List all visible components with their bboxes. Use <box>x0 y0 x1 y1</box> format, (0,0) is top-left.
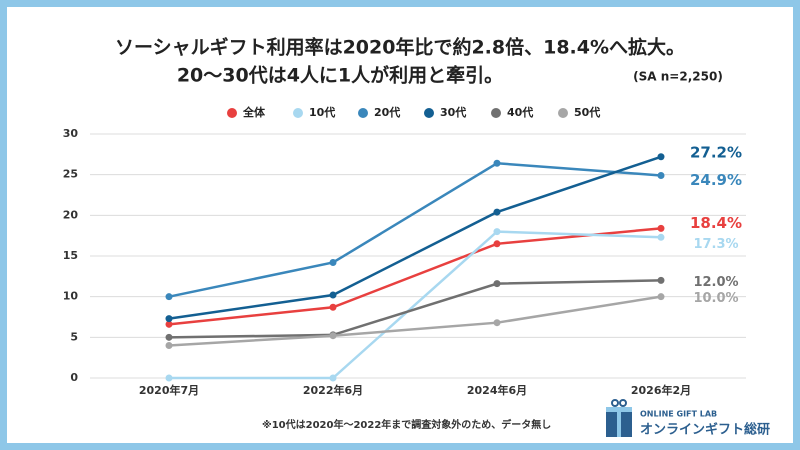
point <box>329 303 337 311</box>
x-tick-label: 2024年6月 <box>467 383 527 397</box>
series-line <box>169 230 662 380</box>
point <box>165 293 173 301</box>
chart-title: 20〜30代は4人に1人が利用と牽引。 <box>177 64 503 87</box>
value-label: 24.9% <box>690 171 742 189</box>
point <box>329 332 337 340</box>
point <box>657 276 665 284</box>
brand-en: ONLINE GIFT LAB <box>640 410 717 419</box>
point <box>657 171 665 179</box>
y-tick-label: 20 <box>63 208 79 221</box>
value-label: 12.0% <box>693 275 738 290</box>
y-tick-label: 5 <box>70 330 78 343</box>
legend-label: 30代 <box>440 105 466 119</box>
x-tick-label: 2026年2月 <box>631 383 691 397</box>
point <box>493 208 501 216</box>
value-label: 27.2% <box>690 143 742 161</box>
series-line <box>168 279 662 339</box>
point <box>657 233 665 241</box>
point <box>657 153 665 161</box>
legend-marker <box>424 108 434 118</box>
point <box>329 291 337 299</box>
y-tick-label: 10 <box>63 290 79 303</box>
point <box>329 374 337 382</box>
point <box>657 224 665 232</box>
y-tick-label: 30 <box>63 127 79 140</box>
logo-icon <box>606 399 632 437</box>
legend-marker <box>227 108 237 118</box>
point <box>493 228 501 236</box>
chart-title: ソーシャルギフト利用率は2020年比で約2.8倍、18.4%へ拡大。 <box>115 36 685 59</box>
point <box>165 341 173 349</box>
point <box>329 259 337 267</box>
legend-label: 50代 <box>574 105 600 119</box>
series-line <box>168 295 662 347</box>
point <box>165 315 173 323</box>
legend-label: 10代 <box>309 105 335 119</box>
legend-label: 全体 <box>242 105 266 119</box>
legend-marker <box>491 108 501 118</box>
y-tick-label: 25 <box>63 168 78 181</box>
y-tick-label: 15 <box>63 249 78 262</box>
value-label: 18.4% <box>690 214 742 232</box>
x-tick-label: 2020年7月 <box>139 383 199 397</box>
value-label: 17.3% <box>693 237 738 252</box>
legend-marker <box>293 108 303 118</box>
point <box>493 159 501 167</box>
series-line <box>168 155 662 320</box>
point <box>165 374 173 382</box>
point <box>165 333 173 341</box>
legend-label: 20代 <box>374 105 400 119</box>
legend-marker <box>358 108 368 118</box>
legend-marker <box>558 108 568 118</box>
point <box>493 319 501 327</box>
point <box>493 240 501 248</box>
footnote: ※10代は2020年〜2022年まで調査対象外のため、データ無し <box>262 418 551 431</box>
x-tick-label: 2022年6月 <box>303 383 363 397</box>
point <box>657 293 665 301</box>
point <box>493 280 501 288</box>
point <box>165 320 173 328</box>
legend-label: 40代 <box>507 105 533 119</box>
subtitle: (SA n=2,250) <box>633 70 723 84</box>
value-label: 10.0% <box>693 291 738 306</box>
series-line <box>168 162 662 298</box>
y-tick-label: 0 <box>70 371 78 384</box>
series-line <box>168 227 662 326</box>
brand-ja: オンラインギフト総研 <box>640 422 770 438</box>
